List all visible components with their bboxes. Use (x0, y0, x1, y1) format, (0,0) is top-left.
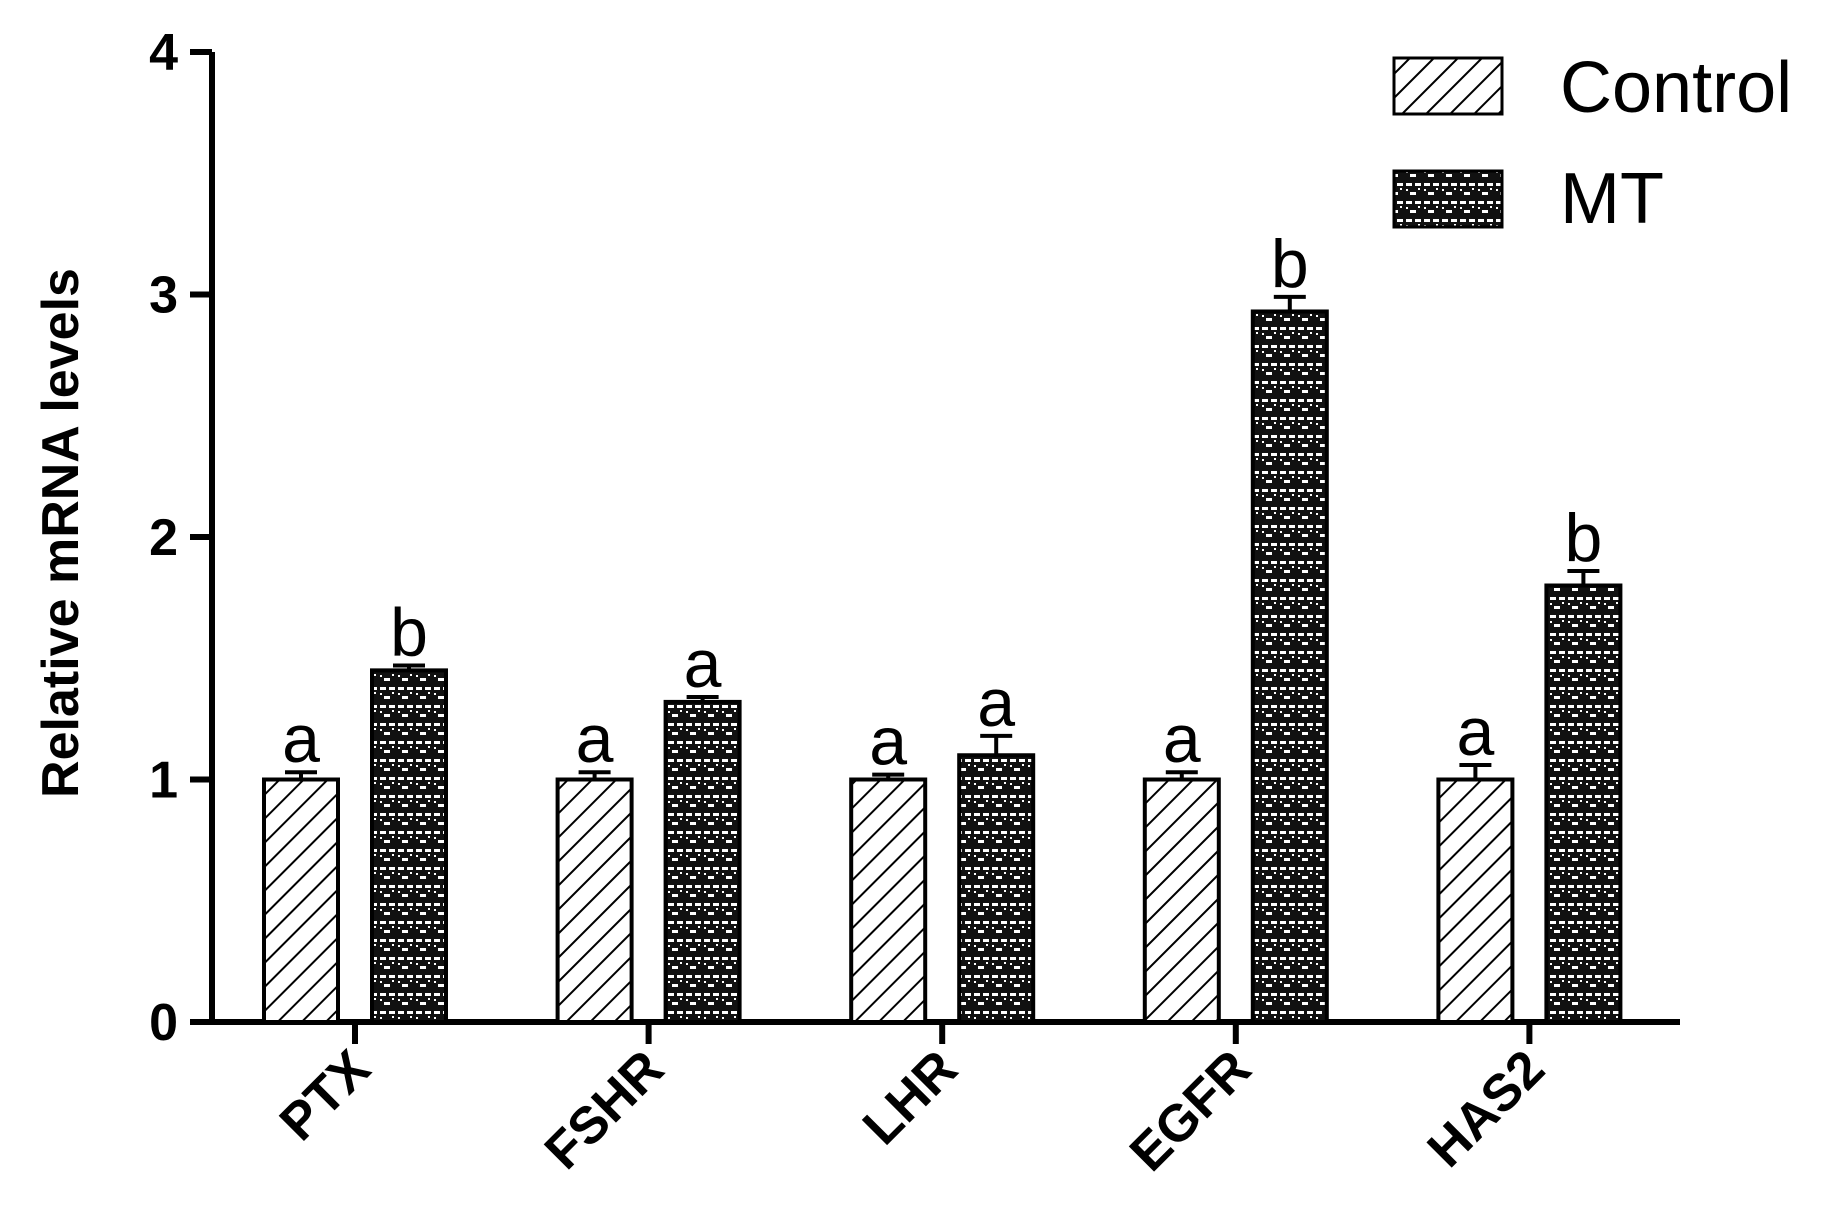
sig-label-mt-4: b (1564, 500, 1602, 576)
sig-label-mt-1: a (684, 626, 722, 702)
bar-mt-fshr (663, 699, 742, 1025)
x-category-label-3: EGFR (1119, 1039, 1262, 1182)
bar-mt-has2 (1544, 583, 1623, 1024)
bar-control-ptx (262, 777, 340, 1024)
bar-mt-egfr (1250, 309, 1329, 1025)
bar-control-has2 (1436, 777, 1515, 1024)
y-axis-title: Relative mRNA levels (32, 268, 90, 798)
y-tick-label-4: 4 (149, 24, 178, 82)
sig-label-control-2: a (869, 704, 907, 780)
y-tick-label-0: 0 (149, 994, 178, 1052)
x-category-label-1: FSHR (534, 1039, 675, 1180)
x-category-label-0: PTX (269, 1039, 382, 1152)
legend: Control MT (1392, 48, 1792, 239)
bar-mt-lhr (957, 753, 1036, 1024)
sig-label-control-4: a (1456, 694, 1494, 770)
sig-label-control-3: a (1163, 701, 1201, 777)
legend-label-mt: MT (1560, 159, 1664, 239)
y-tick-label-3: 3 (149, 267, 178, 325)
bar-control-lhr (849, 777, 928, 1024)
x-category-label-4: HAS2 (1417, 1039, 1556, 1178)
legend-swatch-mt (1392, 169, 1504, 229)
bar-control-fshr (555, 777, 634, 1024)
sig-label-control-0: a (282, 701, 320, 777)
legend-label-control: Control (1560, 48, 1792, 128)
y-tick-label-1: 1 (149, 752, 178, 810)
bar-control-egfr (1142, 777, 1221, 1024)
sig-label-control-1: a (576, 701, 614, 777)
bar-mt-ptx (370, 668, 448, 1024)
sig-label-mt-2: a (977, 665, 1015, 741)
sig-label-mt-3: b (1271, 226, 1309, 302)
sig-label-mt-0: b (390, 595, 428, 671)
x-category-label-2: LHR (852, 1039, 969, 1156)
y-tick-label-2: 2 (149, 509, 178, 567)
bars (262, 294, 1623, 1025)
legend-swatch-control (1392, 56, 1504, 116)
